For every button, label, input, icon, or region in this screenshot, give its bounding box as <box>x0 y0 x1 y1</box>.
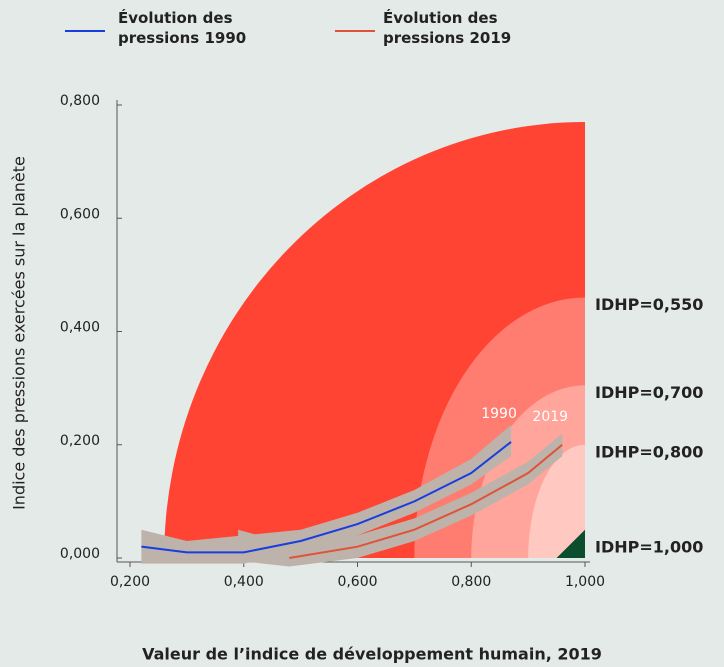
y-tick-label: 0,000 <box>60 546 100 562</box>
confidence-band <box>141 424 512 564</box>
y-tick-label: 0,800 <box>60 93 100 109</box>
band-label: IDHP=1,000 <box>595 538 703 557</box>
confidence-band <box>238 433 563 567</box>
y-tick-label: 0,200 <box>60 433 100 449</box>
y-axis-title: Indice des pressions exercées sur la pla… <box>10 156 29 510</box>
y-tick-label: 0,400 <box>60 320 100 336</box>
series-line <box>289 443 563 559</box>
x-tick-label: 0,200 <box>110 574 150 590</box>
x-tick-label: 0,800 <box>451 574 491 590</box>
series-line <box>141 441 512 554</box>
legend-swatch <box>65 30 105 32</box>
x-tick-label: 1,000 <box>565 574 605 590</box>
legend-label: Évolution des pressions 1990 <box>118 9 247 47</box>
band-label: IDHP=0,700 <box>595 383 703 402</box>
x-tick-label: 0,600 <box>337 574 377 590</box>
idhp-band <box>528 444 585 558</box>
band-label: IDHP=0,800 <box>595 442 703 461</box>
series-end-label: 2019 <box>532 409 568 425</box>
legend-swatch <box>335 30 375 32</box>
y-tick-label: 0,600 <box>60 206 100 222</box>
band-label: IDHP=0,550 <box>595 295 703 314</box>
legend-label: Évolution des pressions 2019 <box>383 9 512 47</box>
x-tick-label: 0,400 <box>224 574 264 590</box>
threshold-region <box>556 529 585 558</box>
series-end-label: 1990 <box>481 406 517 422</box>
x-axis-title: Valeur de l’indice de développement huma… <box>142 645 602 664</box>
